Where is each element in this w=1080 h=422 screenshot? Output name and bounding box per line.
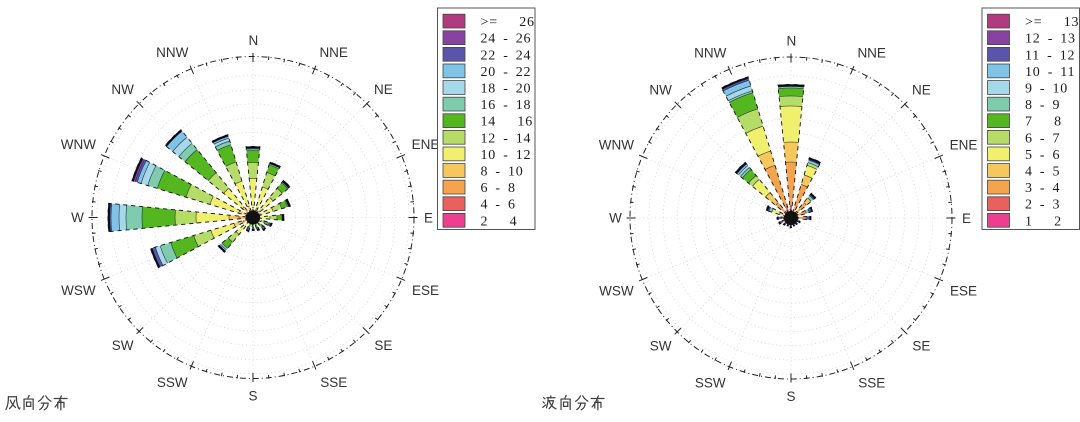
svg-text:W: W xyxy=(71,210,84,225)
svg-text:NE: NE xyxy=(912,83,931,98)
svg-text:WSW: WSW xyxy=(61,283,96,298)
svg-text:SSW: SSW xyxy=(157,375,188,390)
svg-text:SSE: SSE xyxy=(858,375,885,390)
svg-text:N: N xyxy=(249,33,259,48)
svg-text:>= 13: >= 13 xyxy=(1025,15,1079,30)
svg-text:11 - 12: 11 - 12 xyxy=(1025,48,1075,63)
svg-text:22 - 24: 22 - 24 xyxy=(481,48,532,63)
svg-text:3 - 4: 3 - 4 xyxy=(1025,181,1060,196)
svg-text:SW: SW xyxy=(650,338,672,353)
svg-text:16 - 18: 16 - 18 xyxy=(481,98,532,113)
svg-text:NE: NE xyxy=(374,82,393,97)
svg-text:10 - 12: 10 - 12 xyxy=(481,148,532,163)
svg-text:4 - 6: 4 - 6 xyxy=(481,198,516,213)
svg-text:NNW: NNW xyxy=(694,46,726,61)
svg-text:12 - 13: 12 - 13 xyxy=(1025,32,1076,47)
svg-text:6 - 7: 6 - 7 xyxy=(1025,131,1060,146)
svg-text:SE: SE xyxy=(912,338,930,353)
svg-text:4 - 5: 4 - 5 xyxy=(1025,165,1060,180)
svg-text:9 - 10: 9 - 10 xyxy=(1025,82,1068,97)
svg-text:E: E xyxy=(962,211,971,226)
svg-text:SW: SW xyxy=(112,338,134,353)
svg-text:WNW: WNW xyxy=(61,137,96,152)
svg-text:>= 26: >= 26 xyxy=(481,15,535,30)
svg-text:S: S xyxy=(786,389,795,404)
svg-text:N: N xyxy=(787,34,797,49)
svg-text:10 - 11: 10 - 11 xyxy=(1025,65,1075,80)
svg-text:W: W xyxy=(609,211,622,226)
svg-text:5 - 6: 5 - 6 xyxy=(1025,148,1060,163)
svg-text:E: E xyxy=(424,211,433,226)
svg-text:18 - 20: 18 - 20 xyxy=(481,82,532,97)
svg-text:6 - 8: 6 - 8 xyxy=(481,181,516,196)
svg-text:NW: NW xyxy=(649,83,672,98)
svg-text:SE: SE xyxy=(374,338,392,353)
svg-text:2 4: 2 4 xyxy=(481,214,518,229)
svg-text:ESE: ESE xyxy=(412,283,439,298)
svg-text:S: S xyxy=(248,389,257,404)
svg-text:ENE: ENE xyxy=(412,137,440,152)
svg-text:8 - 10: 8 - 10 xyxy=(481,165,524,180)
svg-text:1 2: 1 2 xyxy=(1025,214,1062,229)
svg-text:NNW: NNW xyxy=(156,45,188,60)
svg-text:7 8: 7 8 xyxy=(1025,115,1062,130)
svg-text:SSW: SSW xyxy=(695,375,726,390)
svg-text:ESE: ESE xyxy=(950,284,977,299)
svg-text:NW: NW xyxy=(111,82,134,97)
svg-text:NNE: NNE xyxy=(319,45,348,60)
svg-text:12 - 14: 12 - 14 xyxy=(481,131,532,146)
svg-text:NNE: NNE xyxy=(857,46,886,61)
svg-text:2 - 3: 2 - 3 xyxy=(1025,198,1060,213)
svg-text:14 16: 14 16 xyxy=(481,115,534,130)
svg-text:SSE: SSE xyxy=(320,375,347,390)
svg-text:8 - 9: 8 - 9 xyxy=(1025,98,1060,113)
svg-text:24 - 26: 24 - 26 xyxy=(481,32,532,47)
svg-text:20 - 22: 20 - 22 xyxy=(481,65,532,80)
svg-text:ENE: ENE xyxy=(950,138,978,153)
svg-text:WNW: WNW xyxy=(599,138,634,153)
svg-text:WSW: WSW xyxy=(599,284,634,299)
